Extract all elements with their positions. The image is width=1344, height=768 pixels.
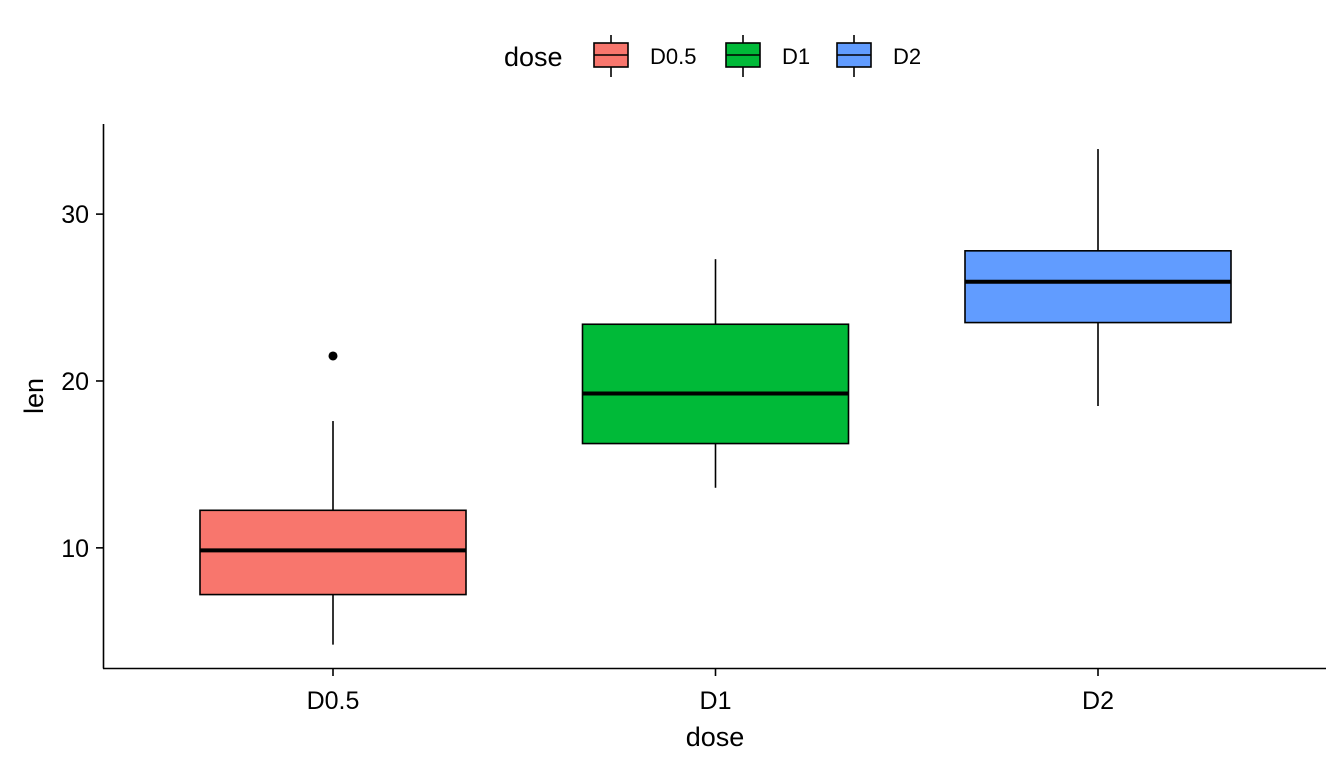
legend-key-d1: D1: [725, 35, 810, 77]
x-ticks: D0.5 D1 D2: [307, 668, 1114, 715]
x-tick-label: D2: [1082, 687, 1114, 715]
legend: dose D0.5 D1 D2: [504, 35, 921, 77]
y-tick-label: 10: [61, 535, 89, 563]
legend-title: dose: [504, 42, 563, 72]
x-tick-label: D0.5: [307, 687, 360, 715]
legend-label: D1: [782, 44, 810, 69]
legend-label: D2: [893, 44, 921, 69]
box-d05: [199, 351, 467, 645]
box-d2: [964, 149, 1232, 407]
boxes: [199, 149, 1232, 645]
box-iqr: [199, 509, 467, 596]
x-axis-title: dose: [686, 722, 745, 752]
x-tick-label: D1: [700, 687, 732, 715]
box-iqr: [581, 323, 850, 445]
legend-key-d2: D2: [836, 35, 921, 77]
outlier-point: [328, 351, 338, 361]
legend-key-d05: D0.5: [593, 35, 696, 77]
y-tick-label: 30: [61, 201, 89, 229]
legend-label: D0.5: [650, 44, 696, 69]
y-tick-label: 20: [61, 368, 89, 396]
box-iqr: [964, 250, 1232, 324]
box-d1: [581, 259, 850, 488]
y-axis-title: len: [19, 378, 49, 414]
y-ticks: 10 20 30: [61, 201, 103, 563]
